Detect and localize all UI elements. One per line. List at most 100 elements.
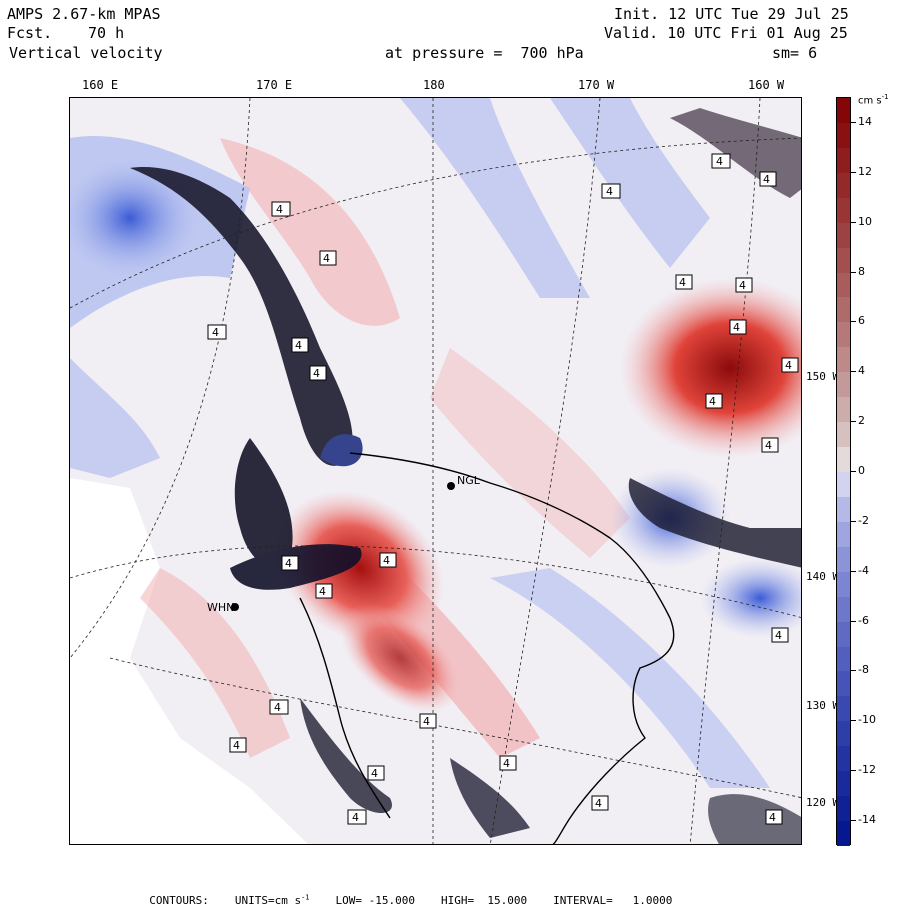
svg-text:4: 4 xyxy=(769,811,776,824)
colorbar-segment xyxy=(837,147,850,174)
contour-label: 4 xyxy=(601,183,621,199)
contours-label: CONTOURS: xyxy=(149,893,209,907)
svg-text:4: 4 xyxy=(765,439,772,452)
colorbar-tick xyxy=(851,670,856,672)
station-whn: WHN xyxy=(207,601,239,614)
svg-text:4: 4 xyxy=(739,279,746,292)
smoothing-value: sm= 6 xyxy=(772,44,818,62)
colorbar-segment xyxy=(837,721,850,747)
colorbar-segment xyxy=(837,247,850,274)
vertical-velocity-field: 4 4 4 4 4 4 4 4 4 4 4 4 4 4 4 4 4 4 4 4 … xyxy=(70,98,801,844)
contour-label: 4 xyxy=(347,809,367,825)
svg-text:4: 4 xyxy=(319,585,326,598)
contour-label: 4 xyxy=(781,357,799,373)
contour-labels: 4 4 4 4 4 4 4 4 4 4 4 4 4 4 4 4 4 4 4 4 … xyxy=(207,153,799,825)
svg-text:4: 4 xyxy=(233,739,240,752)
colorbar-unit: cm s-1 xyxy=(858,93,889,107)
lat-label-130w: 130 W xyxy=(806,699,840,712)
colorbar-segment xyxy=(837,197,850,224)
svg-text:4: 4 xyxy=(423,715,430,728)
contour-label: 4 xyxy=(269,699,289,715)
contour-label: 4 xyxy=(735,277,753,293)
valid-time: Valid. 10 UTC Fri 01 Aug 25 xyxy=(604,24,848,42)
colorbar-label: 0 xyxy=(858,464,865,477)
lon-label-170e: 170 E xyxy=(256,78,293,92)
lon-label-160w: 160 W xyxy=(748,78,785,92)
colorbar-segment xyxy=(837,472,850,498)
colorbar-label: 12 xyxy=(858,164,872,178)
colorbar-label: 4 xyxy=(858,364,865,378)
svg-text:4: 4 xyxy=(313,367,320,380)
colorbar-segment xyxy=(837,122,850,149)
up-region-north xyxy=(220,138,400,326)
contour-label: 4 xyxy=(315,583,333,599)
up-region-sw xyxy=(140,568,290,758)
svg-text:4: 4 xyxy=(503,757,510,770)
svg-text:4: 4 xyxy=(716,155,723,168)
contour-label: 4 xyxy=(711,153,731,169)
svg-text:4: 4 xyxy=(276,203,283,216)
down-band-north xyxy=(400,98,590,298)
svg-text:4: 4 xyxy=(323,252,330,265)
colorbar-tick xyxy=(851,570,856,572)
colorbar-segment xyxy=(837,272,850,298)
contour-label: 4 xyxy=(309,365,327,381)
colorbar-segment xyxy=(837,696,850,722)
colorbar-segment xyxy=(837,746,850,772)
forecast-hours: 70 h xyxy=(88,24,125,42)
lat-label-140w: 140 W xyxy=(806,570,840,583)
colorbar-tick xyxy=(851,421,856,423)
colorbar-tick xyxy=(851,471,856,472)
colorbar-label: -14 xyxy=(858,813,876,827)
colorbar-tick xyxy=(851,121,856,123)
station-ngl: NGL xyxy=(447,474,481,490)
units-label: UNITS=cm s-1 xyxy=(234,893,310,907)
colorbar-label: -4 xyxy=(858,563,869,577)
svg-text:4: 4 xyxy=(595,797,602,810)
high-value: HIGH= 15.000 xyxy=(441,893,528,907)
colorbar-tick xyxy=(851,820,856,822)
svg-text:4: 4 xyxy=(775,629,782,642)
svg-text:4: 4 xyxy=(679,276,686,289)
svg-text:4: 4 xyxy=(383,554,390,567)
lat-label-120w: 120 W xyxy=(806,796,840,809)
lat-label-150w: 150 W xyxy=(806,370,840,383)
colorbar-tick xyxy=(851,720,856,722)
contour-label: 4 xyxy=(729,319,747,335)
contour-label: 4 xyxy=(379,552,397,568)
svg-text:4: 4 xyxy=(295,339,302,352)
colorbar-label: -6 xyxy=(858,613,869,627)
colorbar-segment xyxy=(837,621,850,648)
contour-label: 4 xyxy=(759,171,777,187)
svg-text:4: 4 xyxy=(709,395,716,408)
colorbar-segment xyxy=(837,297,850,323)
svg-text:4: 4 xyxy=(212,326,219,339)
svg-text:4: 4 xyxy=(733,321,740,334)
colorbar-segment xyxy=(837,372,850,398)
contour-label: 4 xyxy=(499,755,517,771)
down-band-ne xyxy=(550,98,710,268)
svg-text:4: 4 xyxy=(763,173,770,186)
up-plume-south xyxy=(340,603,460,713)
colorbar-segment xyxy=(837,671,850,697)
contour-label: 4 xyxy=(761,437,779,453)
colorbar-tick xyxy=(851,271,856,273)
colorbar-tick xyxy=(851,171,856,173)
station-label-whn: WHN xyxy=(207,601,234,614)
contour-label: 4 xyxy=(271,201,291,217)
contour-label: 4 xyxy=(705,393,723,409)
coastline xyxy=(299,452,675,844)
colorbar-segment xyxy=(837,397,850,423)
colorbar-tick xyxy=(851,620,856,622)
colorbar-label: 14 xyxy=(858,114,872,128)
down-band-se xyxy=(490,568,770,788)
colorbar-label: 8 xyxy=(858,264,865,278)
contour-label: 4 xyxy=(675,274,693,290)
contour-label: 4 xyxy=(367,765,385,781)
colorbar-segment xyxy=(837,422,850,448)
colorbar-label: 6 xyxy=(858,314,865,328)
down-region-west xyxy=(70,358,160,478)
colorbar-label: -8 xyxy=(858,663,869,677)
colorbar-segment xyxy=(837,596,850,623)
colorbar-tick xyxy=(851,371,856,373)
